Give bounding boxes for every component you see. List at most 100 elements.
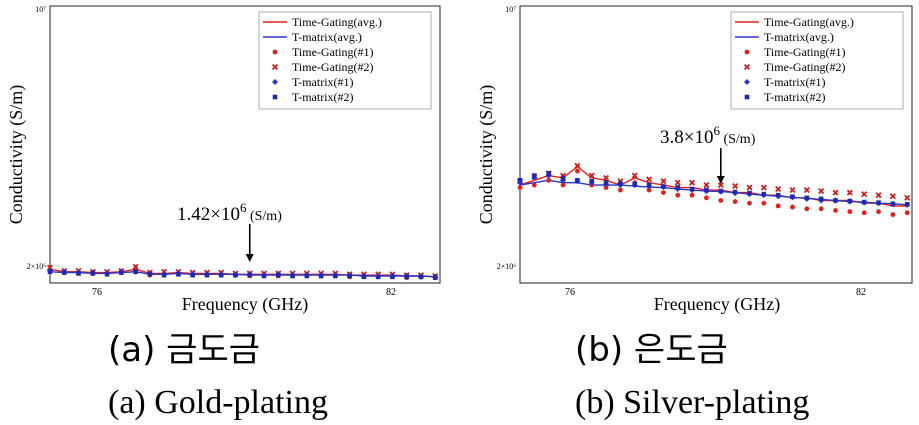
data-point [133,269,138,275]
y-tick-label: 10⁷ [35,5,46,14]
data-point-stroke-b [588,172,595,179]
annotation-unit: (S/m) [246,209,282,224]
data-point-stroke-b [132,263,139,270]
legend-label: Time-Gating(avg.) [764,15,854,29]
legend-box [730,11,904,110]
data-point [775,203,781,209]
data-point [803,187,810,194]
data-point [104,271,110,277]
data-point [546,170,551,176]
data-point [233,272,238,278]
data-point [732,183,739,190]
legend-swatch [272,94,278,100]
legend-label: Time-Gating(avg.) [292,15,382,29]
x-tick-label: 82 [856,287,866,298]
data-point-stroke-b [703,182,710,189]
data-point [247,272,253,278]
data-point [646,176,653,183]
data-point [574,162,581,169]
data-point [847,209,853,215]
data-point [890,212,896,217]
data-point [833,208,838,213]
legend-swatch-stroke-b [743,63,751,71]
legend-entry: T-matrix(avg.) [263,30,362,44]
x-axis-label: Frequency (GHz) [654,294,780,315]
caption-b-korean: (b) 은도금 [575,330,728,370]
data-point [218,272,224,278]
annotation-text: 3.8×106 (S/m) [660,123,756,148]
data-point-stroke-b [775,186,782,193]
data-point [861,199,867,205]
value-annotation: 3.8×106 (S/m) [660,123,756,184]
data-point [90,271,96,276]
data-point [717,182,724,189]
annotation-mantissa: 3.8×10 [660,127,713,148]
data-point-stroke-b [674,179,681,186]
panel-b-silver: 10⁷ 2×10⁶ 76 82 Conductivity (S/m) Frequency … [476,5,913,315]
series-t-matrix-2- [517,170,910,207]
data-point [176,271,181,277]
legend-entry: T-matrix(avg.) [735,30,834,44]
data-point-stroke-b [818,188,825,195]
data-point [603,174,610,181]
data-point-stroke-b [717,182,724,189]
data-point [875,192,882,199]
legend-entry: T-matrix(#2) [744,90,826,104]
data-point [818,188,825,195]
data-point [790,194,795,200]
data-point [418,274,424,280]
legend-entry: T-matrix(#1) [744,75,826,89]
legend-swatch [272,49,278,55]
annotation-exponent: 6 [713,123,720,138]
data-point [747,190,752,196]
series-t-matrix-2- [47,269,438,281]
data-point [531,182,537,188]
legend-label: T-matrix(#2) [764,90,826,104]
data-point [190,272,195,278]
legend-swatch [743,63,751,71]
y-tick-label: 2×10⁶ [27,262,47,271]
data-point [575,177,580,183]
data-point [161,272,167,278]
legend-swatch [272,79,278,85]
data-point [675,185,681,190]
data-point [876,200,881,205]
data-point-stroke-b [760,184,767,191]
data-point [904,194,911,201]
data-point [646,182,652,188]
legend-swatch [271,63,279,71]
data-point-stroke-b [846,189,853,196]
data-point [119,270,124,275]
series-line [49,270,436,278]
data-point [704,187,709,193]
legend-entry: Time-Gating(avg.) [735,15,854,29]
data-point [588,172,595,179]
data-point [517,185,523,190]
data-point [832,189,839,196]
data-point [347,273,352,279]
data-point [904,201,910,207]
data-point [689,186,695,192]
legend-swatch [744,49,750,55]
legend-label: T-matrix(avg.) [292,30,362,44]
data-point [275,272,281,278]
data-point [833,198,838,203]
data-point [517,177,523,183]
data-point [603,180,609,185]
data-point [818,196,824,202]
panel-a-gold: 10⁷ 2×10⁶ 76 82 Conductivity (S/m) Frequency … [6,5,441,315]
data-point [304,273,310,279]
data-point [747,200,752,206]
data-point [631,172,638,179]
data-point [661,184,666,189]
annotation-arrow-head [245,254,254,262]
x-axis-label: Frequency (GHz) [182,294,308,315]
y-axis-label: Conductivity (S/m) [476,85,497,225]
data-point-stroke-b [861,191,868,198]
data-point-stroke-b [689,179,696,186]
caption-a-korean: (a) 금도금 [108,330,261,370]
legend-label: Time-Gating(#2) [764,60,846,74]
data-point-stroke-b [875,192,882,199]
legend-entry: T-matrix(#2) [272,90,354,104]
data-point [61,270,67,275]
